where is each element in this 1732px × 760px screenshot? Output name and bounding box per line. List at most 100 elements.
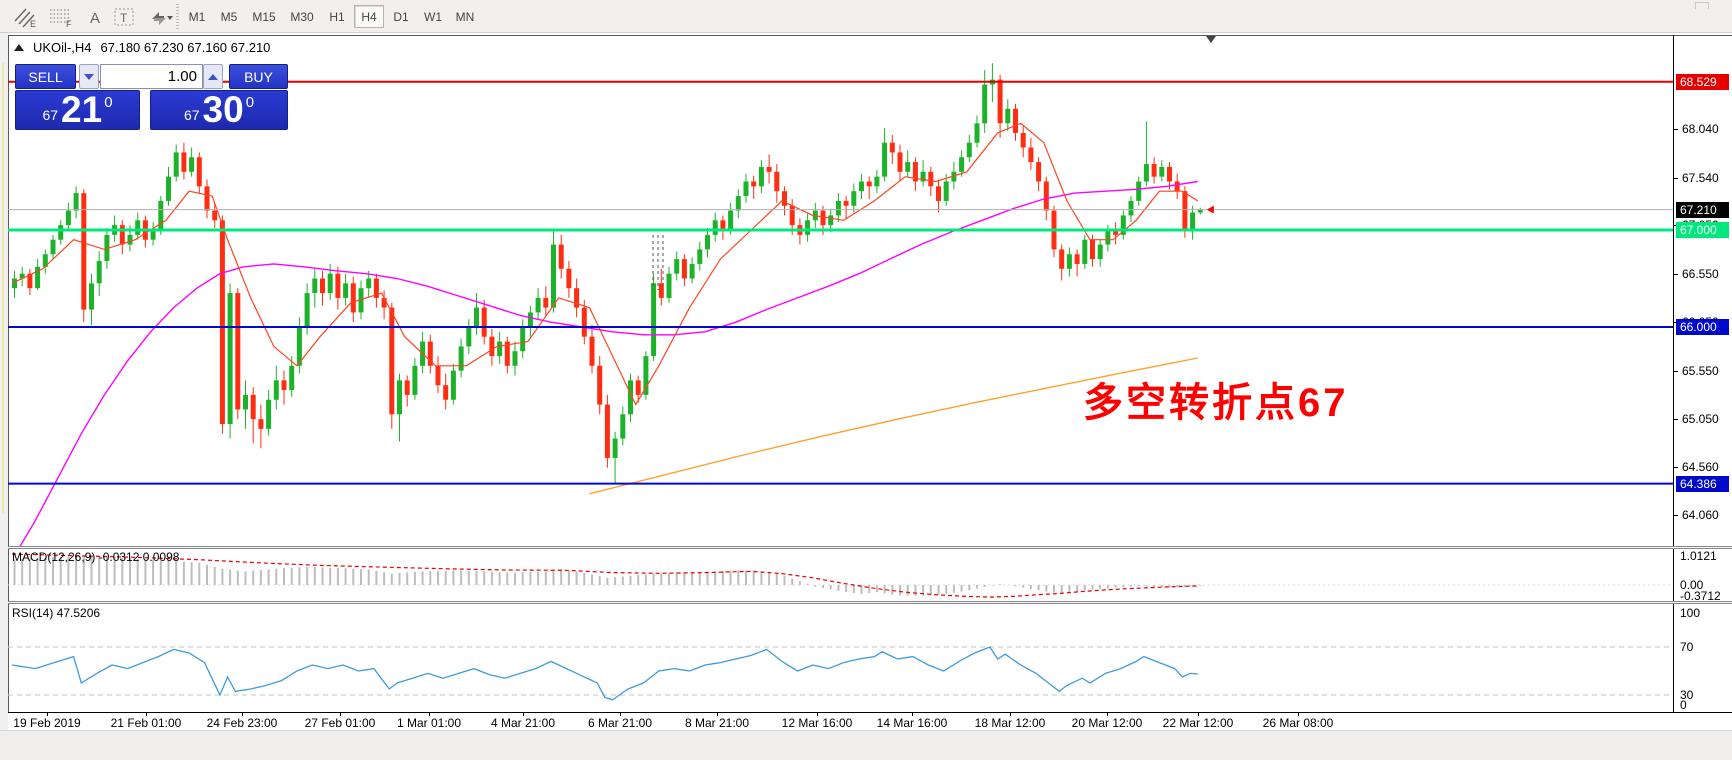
time-label: 14 Mar 16:00 bbox=[876, 716, 948, 730]
buy-price-pips: 30 bbox=[202, 89, 244, 130]
time-label: 6 Mar 21:00 bbox=[587, 716, 653, 730]
buy-button[interactable]: BUY bbox=[229, 64, 288, 89]
time-axis-line bbox=[8, 712, 1732, 713]
time-tick bbox=[1198, 712, 1199, 716]
time-tick bbox=[620, 712, 621, 716]
chart-frame-left bbox=[8, 35, 9, 712]
chart-text-annotation[interactable]: 多空转折点67 bbox=[1083, 381, 1349, 425]
time-label: 21 Feb 01:00 bbox=[110, 716, 182, 730]
buy-price-point: 0 bbox=[245, 94, 255, 111]
symbol-timeframe-label: UKOil-,H4 bbox=[33, 40, 92, 55]
fibonacci-tool-icon[interactable]: F bbox=[46, 4, 76, 29]
price-tick bbox=[1673, 129, 1678, 131]
time-label: 18 Mar 12:00 bbox=[974, 716, 1046, 730]
text-box-tool-icon[interactable]: T bbox=[112, 4, 138, 29]
price-marker-67.000: 67.000 bbox=[1676, 222, 1729, 238]
time-label: 20 Mar 12:00 bbox=[1071, 716, 1143, 730]
timeframe-button-m1[interactable]: M1 bbox=[188, 9, 206, 24]
spinner-up-icon bbox=[208, 73, 218, 80]
main-chart-pane[interactable] bbox=[8, 35, 1673, 546]
time-tick bbox=[429, 712, 430, 716]
time-tick bbox=[912, 712, 913, 716]
spinner-down-icon bbox=[84, 73, 94, 80]
time-tick bbox=[242, 712, 243, 716]
sell-price-display[interactable]: 67 21 0 bbox=[15, 90, 140, 130]
price-marker-66.000: 66.000 bbox=[1676, 319, 1729, 335]
buy-price-display[interactable]: 67 30 0 bbox=[150, 90, 288, 130]
timeframe-button-w1[interactable]: W1 bbox=[424, 9, 442, 24]
time-label: 27 Feb 01:00 bbox=[304, 716, 376, 730]
arrows-tool-icon[interactable] bbox=[146, 4, 174, 29]
rsi-scale-label: 30 bbox=[1680, 688, 1694, 702]
timeframe-button-m30[interactable]: M30 bbox=[290, 9, 314, 24]
rsi-pane-splitter[interactable] bbox=[8, 601, 1732, 604]
svg-text:T: T bbox=[120, 11, 128, 25]
price-tick-label: 67.540 bbox=[1682, 170, 1719, 185]
price-tick-label: 65.050 bbox=[1682, 412, 1719, 427]
macd-scale-label: 0.00 bbox=[1680, 578, 1704, 592]
time-tick bbox=[523, 712, 524, 716]
time-label: 19 Feb 2019 bbox=[13, 716, 81, 730]
timeframe-button-m5[interactable]: M5 bbox=[220, 9, 238, 24]
lines-tool-icon[interactable]: E bbox=[10, 4, 40, 29]
time-label: 8 Mar 21:00 bbox=[684, 716, 750, 730]
time-tick bbox=[817, 712, 818, 716]
window-left-accent bbox=[2, 63, 4, 513]
toolbar-separator bbox=[176, 4, 179, 29]
timeframe-button-m15[interactable]: M15 bbox=[252, 9, 276, 24]
price-tick bbox=[1673, 515, 1678, 517]
sell-price-prefix: 67 bbox=[42, 107, 59, 123]
macd-scale-label: -0.3712 bbox=[1680, 589, 1721, 603]
time-tick bbox=[1298, 712, 1299, 716]
chart-title: UKOil-,H4 67.180 67.230 67.160 67.210 bbox=[14, 40, 270, 55]
time-label: 12 Mar 16:00 bbox=[781, 716, 853, 730]
time-tick bbox=[1107, 712, 1108, 716]
macd-label: MACD(12,26,9) -0.0312 0.0098 bbox=[12, 550, 180, 564]
price-tick bbox=[1673, 466, 1678, 468]
price-tick-label: 64.560 bbox=[1682, 459, 1719, 474]
collapse-triangle-icon[interactable] bbox=[14, 44, 24, 51]
volume-input[interactable] bbox=[100, 64, 203, 89]
time-label: 22 Mar 12:00 bbox=[1162, 716, 1234, 730]
rsi-scale-label: 70 bbox=[1680, 640, 1694, 654]
sell-button[interactable]: SELL bbox=[15, 64, 76, 89]
macd-scale-label: 1.0121 bbox=[1680, 549, 1717, 563]
chart-window: UKOil-,H4 67.180 67.230 67.160 67.210 SE… bbox=[0, 33, 1732, 760]
price-axis-line bbox=[1673, 35, 1674, 712]
chart-shift-marker-icon bbox=[1206, 36, 1216, 43]
price-tick bbox=[1673, 322, 1678, 324]
time-label: 26 Mar 08:00 bbox=[1262, 716, 1334, 730]
price-marker-67.210: 67.210 bbox=[1676, 201, 1729, 218]
price-tick-label: 65.550 bbox=[1682, 363, 1719, 378]
window-left-gutter bbox=[0, 33, 8, 733]
chart-frame-top bbox=[8, 35, 1732, 36]
time-tick bbox=[340, 712, 341, 716]
volume-decrease-button[interactable] bbox=[79, 64, 99, 89]
price-marker-68.529: 68.529 bbox=[1676, 73, 1729, 90]
time-tick bbox=[47, 712, 48, 716]
price-tick-label: 66.550 bbox=[1682, 266, 1719, 281]
time-label: 24 Feb 23:00 bbox=[206, 716, 278, 730]
price-tick-label: 64.060 bbox=[1682, 508, 1719, 523]
timeframe-button-h1[interactable]: H1 bbox=[329, 9, 345, 24]
window-bottom-chrome bbox=[0, 730, 1732, 760]
toolbar: E F A T M1 M5 M15 M30 H1 H4 D1 W1 MN bbox=[0, 0, 1732, 33]
rsi-label: RSI(14) 47.5206 bbox=[12, 606, 101, 620]
macd-pane[interactable] bbox=[8, 549, 1673, 601]
price-tick bbox=[1673, 419, 1678, 421]
ohlc-values: 67.180 67.230 67.160 67.210 bbox=[100, 40, 271, 55]
macd-pane-splitter[interactable] bbox=[8, 546, 1732, 549]
buy-price-prefix: 67 bbox=[183, 107, 200, 123]
rsi-scale-label: 0 bbox=[1680, 698, 1687, 712]
timeframe-button-mn[interactable]: MN bbox=[455, 9, 475, 24]
volume-increase-button[interactable] bbox=[203, 64, 223, 89]
price-tick bbox=[1673, 225, 1678, 227]
timeframe-button-d1[interactable]: D1 bbox=[393, 9, 409, 24]
text-label-tool-icon[interactable]: A bbox=[84, 4, 106, 29]
price-tick bbox=[1673, 273, 1678, 275]
rsi-scale-label: 100 bbox=[1680, 606, 1701, 620]
rsi-pane[interactable] bbox=[8, 604, 1673, 712]
timeframe-button-h4[interactable]: H4 bbox=[354, 5, 384, 28]
price-tick-label: 68.040 bbox=[1682, 122, 1719, 137]
